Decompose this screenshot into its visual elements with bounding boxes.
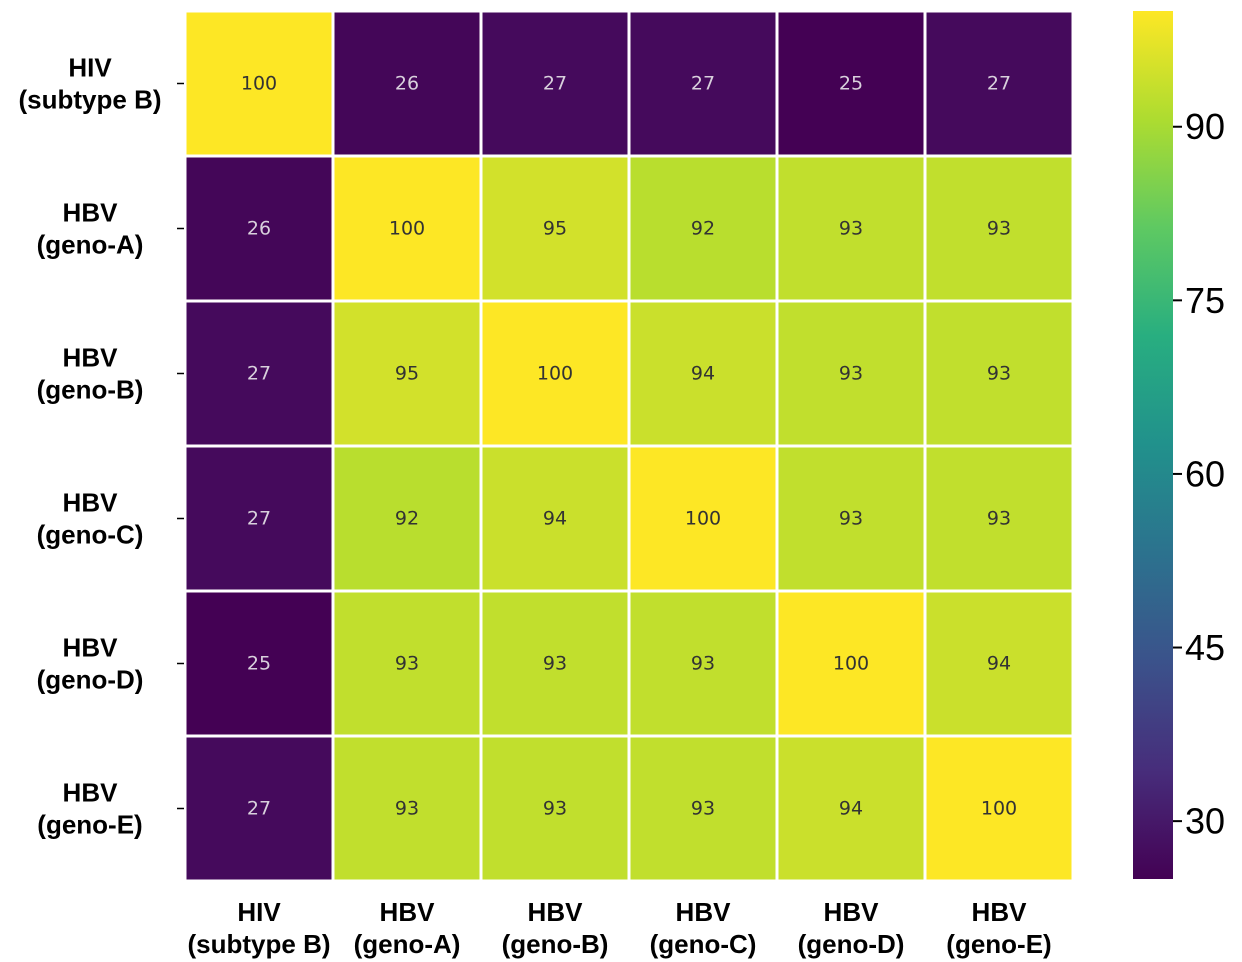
- cell-value-label: 93: [395, 798, 419, 820]
- cell-value-label: 25: [839, 73, 863, 95]
- cell-value-label: 93: [839, 508, 863, 530]
- heatmap-cell: [183, 444, 335, 593]
- heatmap-cell: [331, 9, 483, 158]
- heatmap-cell: [627, 589, 779, 738]
- colorbar-tick-label: 60: [1185, 453, 1225, 494]
- cell-value-label: 93: [987, 218, 1011, 240]
- heatmap-cell: [331, 299, 483, 448]
- colorbar-tick-label: 30: [1185, 801, 1225, 842]
- column-label: HIV (subtype B): [188, 897, 331, 959]
- heatmap-cell: [775, 444, 927, 593]
- heatmap-cell: [923, 299, 1075, 448]
- column-label: HBV (geno-B): [502, 897, 609, 959]
- cell-value-label: 93: [987, 508, 1011, 530]
- cell-value-label: 92: [395, 508, 419, 530]
- colorbar-gradient: [1133, 11, 1173, 879]
- row-label: HIV (subtype B): [19, 53, 162, 115]
- heatmap-cell: [923, 589, 1075, 738]
- cell-value-label: 100: [389, 218, 425, 240]
- heatmap-cell: [923, 9, 1075, 158]
- cell-value-label: 26: [395, 73, 419, 95]
- heatmap-cell: [183, 9, 335, 158]
- heatmap-cell: [331, 444, 483, 593]
- column-label: HBV (geno-A): [354, 897, 461, 959]
- column-label: HBV (geno-C): [650, 897, 757, 959]
- heatmap-cell: [627, 444, 779, 593]
- cell-value-label: 27: [691, 73, 715, 95]
- cell-value-label: 100: [981, 798, 1017, 820]
- column-labels: HIV (subtype B) HBV (geno-A) HBV (geno-B) HBV(…: [188, 897, 1052, 959]
- cell-value-label: 95: [395, 363, 419, 385]
- row-label: HBV (geno-A): [37, 198, 144, 260]
- cell-value-label: 27: [247, 508, 271, 530]
- colorbar-tick-label: 45: [1185, 627, 1225, 668]
- cell-value-label: 27: [987, 73, 1011, 95]
- cell-value-label: 93: [839, 218, 863, 240]
- heatmap-cell: [479, 444, 631, 593]
- cell-value-label: 93: [691, 798, 715, 820]
- cell-value-label: 27: [543, 73, 567, 95]
- heatmap-cell: [331, 154, 483, 303]
- cell-value-label: 94: [839, 798, 863, 820]
- column-label: HBV (geno-D): [798, 897, 905, 959]
- cell-value-label: 94: [987, 653, 1011, 675]
- heatmap-cell: [627, 734, 779, 883]
- heatmap-cells: 100 26 27 27 25 27 26 100 95 92 93 93 27 95 100 94 93 93 2…: [183, 9, 1075, 883]
- row-label: HBV (geno-B): [37, 343, 144, 405]
- cell-value-label: 94: [543, 508, 567, 530]
- cell-value-label: 93: [839, 363, 863, 385]
- cell-value-label: 26: [247, 218, 271, 240]
- cell-value-label: 100: [833, 653, 869, 675]
- row-labels: HIV (subtype B) HBV (geno-A) HBV (geno-B) HBV(…: [19, 53, 184, 840]
- cell-value-label: 92: [691, 218, 715, 240]
- heatmap-cell: [183, 734, 335, 883]
- row-label: HBV (geno-D): [37, 633, 144, 695]
- heatmap-cell: [627, 154, 779, 303]
- heatmap-cell: [923, 154, 1075, 303]
- cell-value-label: 100: [685, 508, 721, 530]
- heatmap-cell: [627, 299, 779, 448]
- column-label: HBV (geno-E): [946, 897, 1051, 959]
- cell-value-label: 93: [395, 653, 419, 675]
- row-label: HBV (geno-C): [37, 488, 144, 550]
- heatmap-cell: [923, 734, 1075, 883]
- cell-value-label: 100: [241, 73, 277, 95]
- cell-value-label: 93: [543, 798, 567, 820]
- cell-value-label: 27: [247, 798, 271, 820]
- heatmap-cell: [479, 9, 631, 158]
- heatmap-cell: [479, 589, 631, 738]
- cell-value-label: 93: [691, 653, 715, 675]
- cell-value-label: 93: [543, 653, 567, 675]
- cell-value-label: 95: [543, 218, 567, 240]
- heatmap-cell: [923, 444, 1075, 593]
- colorbar-tick-label: 75: [1185, 280, 1225, 321]
- cell-value-label: 100: [537, 363, 573, 385]
- colorbar-tick-label: 90: [1185, 106, 1225, 147]
- row-label: HBV (geno-E): [37, 778, 142, 840]
- colorbar: 30 45 60 75 90: [1133, 11, 1225, 879]
- cell-value-label: 25: [247, 653, 271, 675]
- heatmap-cell: [775, 734, 927, 883]
- heatmap-cell: [775, 299, 927, 448]
- heatmap-cell: [775, 589, 927, 738]
- cell-value-label: 27: [247, 363, 271, 385]
- cell-value-label: 93: [987, 363, 1011, 385]
- cell-value-label: 94: [691, 363, 715, 385]
